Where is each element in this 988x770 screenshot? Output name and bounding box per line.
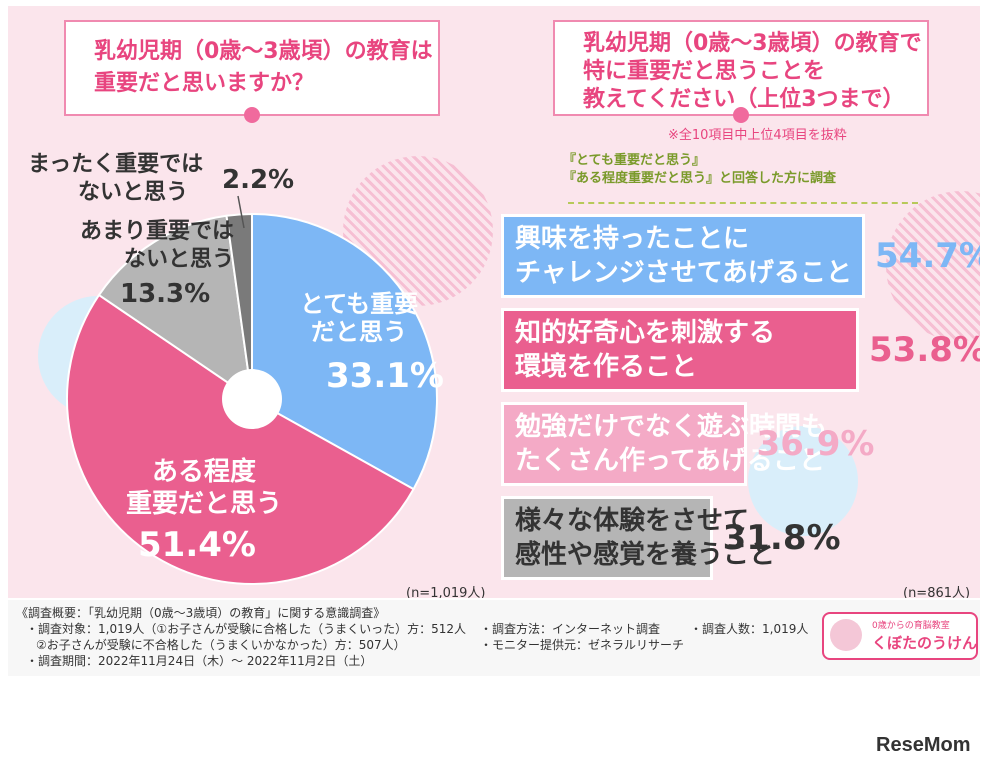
bar-label: 様々な体験をさせて 感性や感覚を養うこと <box>515 504 775 572</box>
footer-method: ・調査方法：インターネット調査 <box>480 622 661 636</box>
slice-not-very-important <box>97 214 254 402</box>
condition-note: 『とても重要だと思う』 『ある程度重要だと思う』と回答した方に調査 <box>563 152 836 188</box>
left-question-box: 乳幼児期（0歳〜3歳頃）の教育は 重要だと思いますか？ <box>64 20 440 123</box>
pie-label-line: 重要だと思う <box>126 489 283 519</box>
footer-line: ・調査期間：2022年11月24日（木）〜 2022年11月2日（土） <box>26 654 373 668</box>
right-question-line: 教えてください（上位3つまで） <box>583 87 905 112</box>
survey-footer: 《調査概要：「乳幼児期（0歳〜3歳頃）の教育」に関する意識調査》 ・調査対象：1… <box>8 600 980 676</box>
deco-circle <box>748 426 858 536</box>
bar-label: 興味を持ったことにチャレンジさせてあげること <box>515 222 852 290</box>
bar-label-line: 勉強だけでなく遊ぶ時間も <box>515 412 828 442</box>
bar <box>501 402 747 486</box>
bar-label-line: チャレンジさせてあげること <box>515 258 852 288</box>
dashed-divider <box>568 202 918 204</box>
right-question-line: 特に重要だと思うことを <box>583 59 826 84</box>
bar-label-line: 様々な体験をさせて <box>515 506 750 536</box>
bar-label: 勉強だけでなく遊ぶ時間も たくさん作ってあげること <box>515 410 827 478</box>
bar-value: 54.7% <box>875 236 980 276</box>
pie-chart <box>66 195 438 585</box>
footer-provider: ・モニター提供元：ゼネラルリサーチ <box>480 638 685 652</box>
pie-label-line: まったく重要では <box>28 152 204 177</box>
condition-line: 『とても重要だと思う』 <box>563 153 705 168</box>
brand-avatar-icon <box>830 619 862 651</box>
pointer-dot <box>244 107 260 123</box>
brand-logo: 0歳からの育脳教室 くぼたのうけん <box>822 612 978 660</box>
slice-somewhat-important <box>66 293 415 585</box>
bar <box>501 496 713 580</box>
left-question-line: 重要だと思いますか？ <box>94 71 315 96</box>
label-very-important: とても重要 だと思う <box>300 290 418 346</box>
watermark: ReseMom <box>876 734 971 756</box>
bar-label-line: たくさん作ってあげること <box>515 446 825 476</box>
bar-label-line: 環境を作ること <box>515 352 698 382</box>
right-question-box: 乳幼児期（0歳〜3歳頃）の教育で 特に重要だと思うことを 教えてください（上位3… <box>553 20 929 123</box>
infographic-panel: 乳幼児期（0歳〜3歳頃）の教育は 重要だと思いますか？ まったく重要では ないと… <box>8 6 980 598</box>
pointer-dot <box>733 107 749 123</box>
pie-label-line: あまり重要では <box>80 219 235 244</box>
left-question-line: 乳幼児期（0歳〜3歳頃）の教育は <box>94 39 433 64</box>
value-very-important: 33.1% <box>326 356 444 396</box>
bar-label-line: 知的好奇心を刺激する <box>515 318 776 348</box>
right-question-line: 乳幼児期（0歳〜3歳頃）の教育で <box>583 31 922 56</box>
bar-label: 知的好奇心を刺激する 環境を作ること <box>515 316 775 384</box>
left-sample-size: (n=1,019人) <box>406 586 486 598</box>
footer-line: ②お子さんが受験に不合格した（うまくいかなかった）方：507人） <box>36 638 406 652</box>
condition-line: 『ある程度重要だと思う』と回答した方に調査 <box>563 171 837 186</box>
pie-label-line: ないと思う <box>78 180 189 205</box>
pie-label-line: とても重要 <box>300 290 419 318</box>
bar <box>501 308 859 392</box>
value-not-important-at-all: 2.2% <box>222 165 295 195</box>
excerpt-note: ※全10項目中上位4項目を抜粋 <box>668 128 847 143</box>
label-not-important-at-all: まったく重要では ないと思う <box>28 151 203 207</box>
slice-not-important-at-all <box>225 212 253 400</box>
bar-value: 31.8% <box>722 518 841 558</box>
bar <box>501 214 865 298</box>
label-not-very-important: あまり重要では ないと思う <box>80 218 234 274</box>
label-somewhat-important: ある程度 重要だと思う <box>126 456 282 520</box>
pie-label-line: ないと思う <box>124 247 235 272</box>
slice-very-important <box>251 212 438 491</box>
pie-center-hole <box>222 369 282 429</box>
value-somewhat-important: 51.4% <box>138 525 256 565</box>
right-sample-size: (n=861人) <box>903 586 971 598</box>
bar-label-line: 興味を持ったことに <box>515 224 750 254</box>
pie-label-line: ある程度 <box>152 457 257 487</box>
footer-line: ・調査対象：1,019人（①お子さんが受験に合格した（うまくいった）方：512人 <box>26 622 467 636</box>
bar-value: 53.8% <box>869 330 980 370</box>
brand-tagline: 0歳からの育脳教室 <box>872 621 950 631</box>
footer-line: 《調査概要：「乳幼児期（0歳〜3歳頃）の教育」に関する意識調査》 <box>16 606 386 620</box>
footer-count: ・調査人数：1,019人 <box>690 622 809 636</box>
brand-name: くぼたのうけん <box>872 634 978 652</box>
leader-line <box>237 195 245 229</box>
bar-label-line: 感性や感覚を養うこと <box>515 540 776 570</box>
pie-label-line: だと思う <box>311 318 408 346</box>
value-not-very-important: 13.3% <box>120 279 211 309</box>
bar-value: 36.9% <box>756 424 875 464</box>
